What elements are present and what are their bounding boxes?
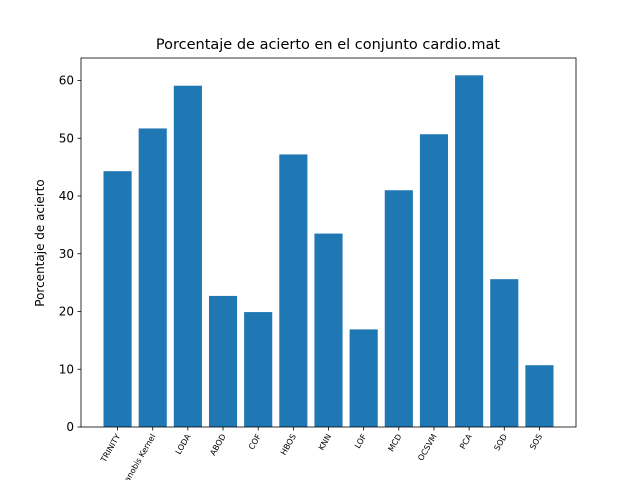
chart-title: Porcentaje de acierto en el conjunto car… (156, 37, 501, 53)
bar (103, 171, 132, 427)
x-tick-label: LOF (353, 432, 369, 450)
bar (490, 279, 519, 427)
y-tick-label: 60 (59, 74, 74, 88)
y-axis-label: Porcentaje de acierto (33, 179, 47, 306)
bar (173, 85, 202, 427)
x-tick-label: COF (247, 432, 263, 451)
bar (349, 329, 378, 427)
plot-frame (80, 57, 577, 428)
bar (244, 312, 273, 427)
bar (419, 134, 449, 428)
x-tick-label: MCD (386, 433, 403, 454)
bar (208, 295, 238, 427)
x-tick-label: SOS (528, 433, 544, 452)
y-tick-label: 50 (59, 131, 74, 145)
x-tick-label: TRINITY (99, 432, 123, 464)
y-tick-label: 0 (66, 420, 74, 434)
y-tick-label: 20 (59, 305, 74, 319)
x-tick-label: LODA (174, 432, 193, 456)
bar (455, 75, 484, 427)
y-tick-label: 40 (59, 189, 74, 203)
x-tick-label: SOD (492, 433, 509, 453)
y-tick-label: 30 (59, 247, 74, 261)
x-tick-label: ABOD (208, 433, 227, 458)
bar (314, 233, 343, 427)
bar (384, 190, 413, 427)
x-tick-label: HBOS (279, 433, 298, 457)
y-tick-label: 10 (59, 362, 74, 376)
x-tick-label: KNN (317, 432, 333, 451)
bar (279, 154, 308, 427)
x-tick-label: PCA (458, 432, 474, 451)
bar (138, 128, 167, 428)
bar (525, 365, 554, 427)
x-tick-label: OCSVM (416, 432, 439, 462)
